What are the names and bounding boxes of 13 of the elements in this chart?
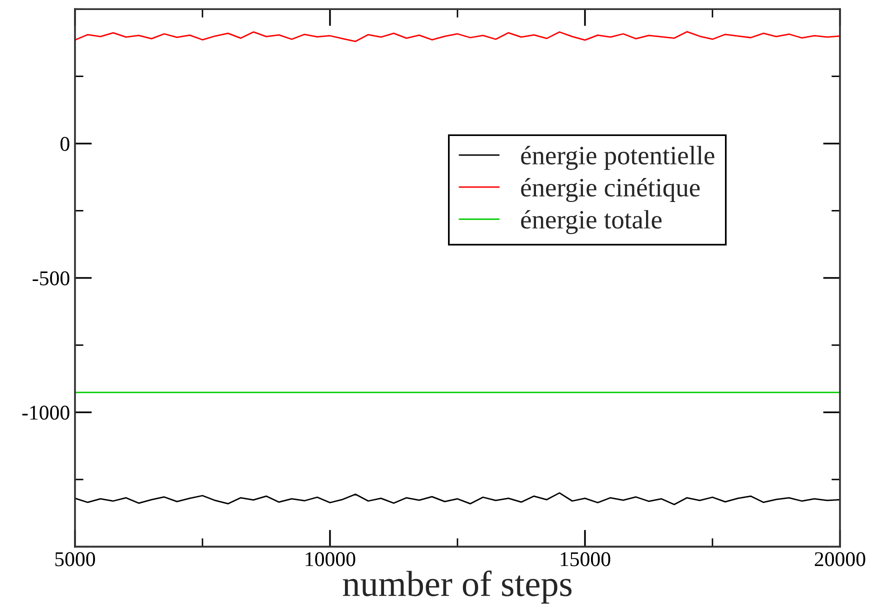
x-tick-label: 20000 xyxy=(814,552,866,566)
x-tick-label: 5000 xyxy=(55,552,96,566)
y-tick-label: -1000 xyxy=(22,406,70,420)
y-tick-label: -500 xyxy=(32,271,70,286)
x-axis-title: number of steps xyxy=(342,570,572,604)
x-tick-label: 15000 xyxy=(560,552,610,566)
legend-label: énergie potentielle xyxy=(521,146,714,170)
line-series xyxy=(74,31,840,42)
y-tick-label: 0 xyxy=(60,136,70,151)
line-series xyxy=(74,492,840,506)
x-tick-label: 10000 xyxy=(306,552,356,566)
legend-label: énergie cinétique xyxy=(521,178,700,202)
legend-label: énergie totale xyxy=(521,210,662,234)
